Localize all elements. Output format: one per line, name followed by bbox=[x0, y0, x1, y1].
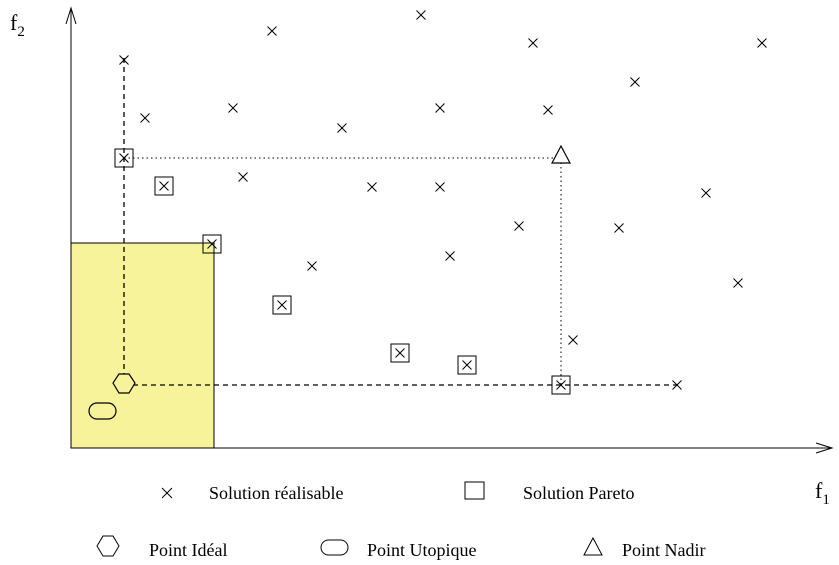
pareto-solution-square bbox=[114, 148, 134, 168]
pareto-solution-square bbox=[154, 176, 174, 196]
pareto-solution-square bbox=[457, 355, 477, 375]
utopia-point-oval-icon bbox=[88, 402, 117, 420]
ideal-point-hexagon-icon bbox=[112, 373, 136, 394]
feasible-solution-cross bbox=[556, 380, 566, 390]
feasible-solutions bbox=[119, 10, 767, 390]
feasible-solution-cross bbox=[267, 26, 277, 36]
feasible-solution-cross bbox=[733, 278, 743, 288]
legend-pareto-label: Solution Pareto bbox=[523, 483, 635, 503]
triangle-icon bbox=[583, 536, 603, 556]
feasible-solution-cross bbox=[277, 300, 287, 310]
feasible-solution-cross bbox=[307, 261, 317, 271]
pareto-solution-square bbox=[390, 343, 410, 363]
legend-feasible-label: Solution réalisable bbox=[209, 483, 343, 503]
y-axis-label: f2 bbox=[10, 10, 25, 40]
feasible-solution-cross bbox=[435, 182, 445, 192]
feasible-solution-cross bbox=[159, 181, 169, 191]
pareto-solution-square bbox=[272, 295, 292, 315]
feasible-solution-cross bbox=[514, 221, 524, 231]
legend-feasible: Solution réalisable bbox=[161, 483, 343, 503]
feasible-solution-cross bbox=[119, 153, 129, 163]
cross-icon bbox=[161, 487, 173, 499]
pareto-solution-square bbox=[202, 234, 222, 254]
x-axis-label: f1 bbox=[815, 478, 830, 508]
feasible-solution-cross bbox=[337, 123, 347, 133]
hexagon-icon bbox=[96, 535, 120, 557]
feasible-solution-cross bbox=[614, 223, 624, 233]
pareto-solutions bbox=[114, 148, 571, 395]
feasible-solution-cross bbox=[416, 10, 426, 20]
legend-pareto: Solution Pareto bbox=[464, 481, 635, 503]
feasible-solution-cross bbox=[568, 335, 578, 345]
feasible-solution-cross bbox=[435, 103, 445, 113]
feasible-solution-cross bbox=[757, 38, 767, 48]
feasible-solution-cross bbox=[395, 348, 405, 358]
square-icon bbox=[464, 481, 485, 500]
feasible-solution-cross bbox=[528, 38, 538, 48]
pareto-solution-square bbox=[551, 375, 571, 395]
feasible-solution-cross bbox=[630, 77, 640, 87]
feasible-solution-cross bbox=[543, 105, 553, 115]
feasible-solution-cross bbox=[445, 251, 455, 261]
axes bbox=[65, 6, 834, 454]
legend-nadir-label: Point Nadir bbox=[622, 540, 706, 560]
feasible-solution-cross bbox=[228, 103, 238, 113]
feasible-solution-cross bbox=[140, 113, 150, 123]
feasible-solution-cross bbox=[367, 182, 377, 192]
feasible-solution-cross bbox=[207, 239, 217, 249]
feasible-solution-cross bbox=[701, 188, 711, 198]
legend-ideal-label: Point Idéal bbox=[149, 540, 228, 560]
x-axis-arrow bbox=[815, 442, 834, 454]
feasible-solution-cross bbox=[119, 55, 129, 65]
legend-utopia: Point Utopique bbox=[320, 539, 477, 560]
legend-ideal: Point Idéal bbox=[96, 535, 228, 560]
feasible-solution-cross bbox=[238, 172, 248, 182]
legend-nadir: Point Nadir bbox=[583, 536, 706, 560]
nadir-point-triangle-icon bbox=[551, 144, 571, 164]
oval-icon bbox=[320, 539, 349, 556]
feasible-solution-cross bbox=[462, 360, 472, 370]
y-axis-arrow bbox=[65, 6, 77, 25]
feasible-solution-cross bbox=[672, 380, 682, 390]
legend-utopia-label: Point Utopique bbox=[367, 540, 477, 560]
